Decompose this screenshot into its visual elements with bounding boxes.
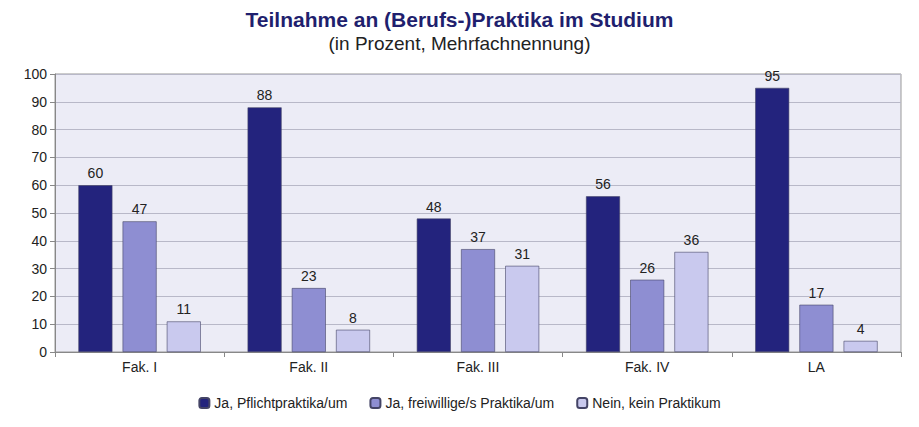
svg-text:Fak. IV: Fak. IV bbox=[625, 359, 670, 375]
svg-text:90: 90 bbox=[31, 94, 47, 110]
svg-text:Nein, kein Praktikum: Nein, kein Praktikum bbox=[592, 395, 720, 411]
svg-text:100: 100 bbox=[24, 66, 48, 82]
svg-text:70: 70 bbox=[31, 149, 47, 165]
svg-text:47: 47 bbox=[132, 201, 148, 217]
svg-text:60: 60 bbox=[88, 165, 104, 181]
svg-text:(in Prozent, Mehrfachnennung): (in Prozent, Mehrfachnennung) bbox=[329, 33, 591, 54]
svg-text:56: 56 bbox=[595, 176, 611, 192]
svg-text:95: 95 bbox=[764, 68, 780, 84]
svg-text:Fak. II: Fak. II bbox=[289, 359, 328, 375]
svg-text:48: 48 bbox=[426, 199, 442, 215]
svg-text:4: 4 bbox=[857, 321, 865, 337]
svg-text:LA: LA bbox=[808, 359, 826, 375]
svg-text:88: 88 bbox=[257, 87, 273, 103]
svg-text:Teilnahme an (Berufs-)Praktika: Teilnahme an (Berufs-)Praktika im Studiu… bbox=[246, 8, 674, 31]
svg-text:Ja, Pflichtpraktika/um: Ja, Pflichtpraktika/um bbox=[214, 395, 347, 411]
svg-text:20: 20 bbox=[31, 288, 47, 304]
svg-text:80: 80 bbox=[31, 122, 47, 138]
svg-text:31: 31 bbox=[514, 246, 530, 262]
svg-text:8: 8 bbox=[349, 310, 357, 326]
svg-text:26: 26 bbox=[639, 260, 655, 276]
svg-text:Ja, freiwillige/s Praktika/um: Ja, freiwillige/s Praktika/um bbox=[385, 395, 554, 411]
svg-text:23: 23 bbox=[301, 268, 317, 284]
svg-text:36: 36 bbox=[684, 232, 700, 248]
svg-text:17: 17 bbox=[809, 285, 825, 301]
svg-text:Fak. III: Fak. III bbox=[457, 359, 500, 375]
svg-text:37: 37 bbox=[470, 229, 486, 245]
svg-text:50: 50 bbox=[31, 205, 47, 221]
svg-text:11: 11 bbox=[177, 301, 192, 317]
svg-text:10: 10 bbox=[31, 316, 47, 332]
svg-text:Fak. I: Fak. I bbox=[122, 359, 157, 375]
svg-text:40: 40 bbox=[31, 233, 47, 249]
svg-text:60: 60 bbox=[31, 177, 47, 193]
svg-text:30: 30 bbox=[31, 261, 47, 277]
svg-text:0: 0 bbox=[39, 344, 47, 360]
